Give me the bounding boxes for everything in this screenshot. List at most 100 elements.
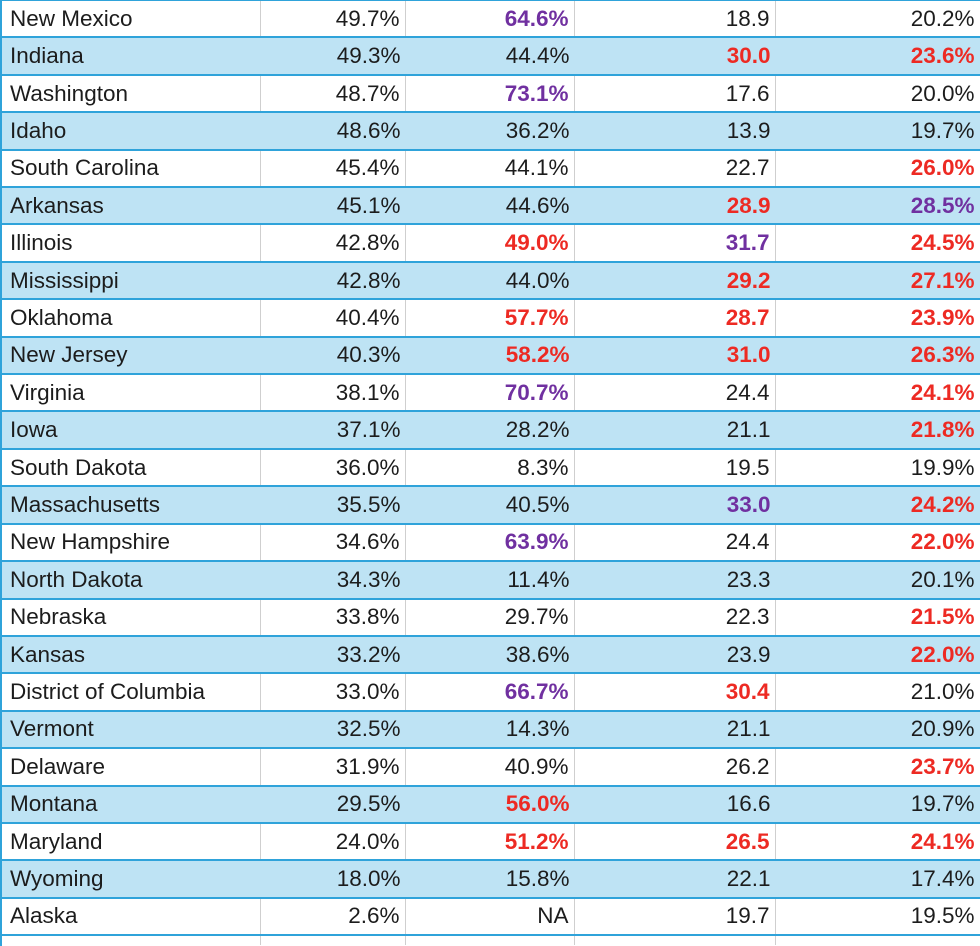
value-cell[interactable]: 49.3%	[336, 43, 401, 69]
value-cell[interactable]: 33.0%	[261, 674, 406, 710]
state-name-cell[interactable]: Wyoming	[10, 866, 104, 892]
value-cell[interactable]: 14.3%	[505, 716, 570, 742]
value-cell[interactable]: 24.4	[575, 375, 776, 411]
value-cell[interactable]: 36.2%	[505, 117, 570, 143]
value-cell[interactable]: 15.8%	[505, 866, 570, 892]
state-name-cell[interactable]: Virginia	[2, 375, 261, 411]
value-cell[interactable]: 34.3%	[336, 566, 401, 592]
value-cell[interactable]: 32.5%	[336, 716, 401, 742]
value-cell[interactable]: 31.9%	[261, 749, 406, 785]
value-cell[interactable]: 18.9	[575, 1, 776, 37]
state-name-cell[interactable]: Illinois	[2, 225, 261, 261]
value-cell[interactable]: 66.7%	[406, 674, 575, 710]
value-cell[interactable]: 35.5%	[336, 491, 401, 517]
state-name-cell[interactable]: Maryland	[2, 823, 261, 860]
value-cell[interactable]: 21.5%	[910, 604, 975, 630]
value-cell[interactable]: 48.6%	[336, 117, 401, 143]
value-cell[interactable]: 23.9	[726, 641, 771, 667]
state-name-cell[interactable]: South Carolina	[2, 150, 261, 187]
value-cell[interactable]: 22.0%	[910, 641, 975, 667]
value-cell[interactable]: 28.7	[575, 300, 776, 336]
state-name-cell[interactable]: Washington	[2, 75, 261, 112]
value-cell[interactable]: 23.7%	[910, 753, 975, 779]
state-name-cell[interactable]: Delaware	[2, 749, 261, 785]
value-cell[interactable]: 19.9%	[910, 454, 975, 480]
value-cell[interactable]: 24.1%	[910, 828, 975, 854]
value-cell[interactable]: 23.9%	[910, 304, 975, 330]
value-cell[interactable]: 40.3%	[336, 342, 401, 368]
value-cell[interactable]: 24.5%	[910, 230, 975, 256]
value-cell[interactable]: 45.4%	[261, 150, 406, 187]
value-cell[interactable]: 28.5%	[910, 192, 975, 218]
value-cell[interactable]: 56.0%	[505, 791, 570, 817]
value-cell[interactable]: 20.2%	[910, 5, 975, 31]
state-name-cell[interactable]: New Hampshire	[2, 524, 261, 561]
value-cell[interactable]: 23.6%	[910, 43, 975, 69]
value-cell[interactable]: 26.3%	[910, 342, 975, 368]
value-cell[interactable]: 24.1%	[910, 379, 975, 405]
value-cell[interactable]: 73.1%	[406, 75, 575, 112]
value-cell[interactable]: 24.2%	[910, 491, 975, 517]
value-cell[interactable]: 20.0%	[910, 80, 975, 106]
value-cell[interactable]: 8.3%	[406, 449, 575, 486]
value-cell[interactable]: 51.2%	[406, 823, 575, 860]
value-cell[interactable]: 27.1%	[910, 267, 975, 293]
value-cell[interactable]: 30.4	[575, 674, 776, 710]
value-cell[interactable]: 33.8%	[261, 599, 406, 635]
value-cell[interactable]: 26.2	[575, 749, 776, 785]
value-cell[interactable]: 16.6	[726, 791, 771, 817]
value-cell[interactable]: 22.0%	[910, 529, 975, 555]
value-cell[interactable]: 22.3	[575, 599, 776, 635]
value-cell[interactable]: 19.5%	[910, 903, 975, 929]
state-name-cell[interactable]: Massachusetts	[10, 491, 161, 517]
value-cell[interactable]: 26.5	[575, 823, 776, 860]
value-cell[interactable]: 24.4	[575, 524, 776, 561]
value-cell[interactable]: 26.0%	[910, 155, 975, 181]
state-name-cell[interactable]: North Dakota	[10, 566, 143, 592]
value-cell[interactable]: 57.7%	[406, 300, 575, 336]
state-name-cell[interactable]: Iowa	[10, 417, 58, 443]
value-cell[interactable]: 44.6%	[505, 192, 570, 218]
value-cell[interactable]: 40.4%	[261, 300, 406, 336]
state-name-cell[interactable]: Vermont	[10, 716, 94, 742]
value-cell[interactable]: 38.1%	[261, 375, 406, 411]
value-cell[interactable]: 31.0	[726, 342, 771, 368]
value-cell[interactable]: 21.1	[726, 716, 771, 742]
state-name-cell[interactable]: Oklahoma	[2, 300, 261, 336]
state-name-cell[interactable]: Idaho	[10, 117, 67, 143]
empty-cell[interactable]	[575, 936, 776, 946]
value-cell[interactable]: 22.1	[726, 866, 771, 892]
state-name-cell[interactable]: Montana	[10, 791, 98, 817]
value-cell[interactable]: 13.9	[726, 117, 771, 143]
value-cell[interactable]: 19.5	[575, 449, 776, 486]
empty-cell[interactable]	[776, 936, 980, 945]
value-cell[interactable]: 33.0	[726, 491, 771, 517]
value-cell[interactable]: 31.7	[575, 225, 776, 261]
state-name-cell[interactable]: District of Columbia	[2, 674, 261, 710]
value-cell[interactable]: 19.7%	[910, 117, 975, 143]
state-name-cell[interactable]: Nebraska	[2, 599, 261, 635]
value-cell[interactable]: 37.1%	[336, 417, 401, 443]
value-cell[interactable]: 42.8%	[261, 225, 406, 261]
value-cell[interactable]: 17.4%	[910, 866, 975, 892]
value-cell[interactable]: 29.5%	[336, 791, 401, 817]
value-cell[interactable]: 30.0	[726, 43, 771, 69]
value-cell[interactable]: 11.4%	[507, 566, 570, 592]
value-cell[interactable]: 40.9%	[406, 749, 575, 785]
state-name-cell[interactable]: Mississippi	[10, 267, 119, 293]
value-cell[interactable]: 21.8%	[910, 417, 975, 443]
value-cell[interactable]: NA	[406, 898, 575, 935]
value-cell[interactable]: 44.4%	[505, 43, 570, 69]
value-cell[interactable]: 28.9	[726, 192, 771, 218]
value-cell[interactable]: 40.5%	[505, 491, 570, 517]
empty-cell[interactable]	[2, 936, 261, 946]
value-cell[interactable]: 63.9%	[406, 524, 575, 561]
empty-cell[interactable]	[261, 936, 406, 946]
value-cell[interactable]: 21.0%	[910, 679, 975, 705]
value-cell[interactable]: 2.6%	[261, 898, 406, 935]
value-cell[interactable]: 70.7%	[406, 375, 575, 411]
value-cell[interactable]: 44.1%	[406, 150, 575, 187]
value-cell[interactable]: 45.1%	[336, 192, 401, 218]
value-cell[interactable]: 38.6%	[505, 641, 570, 667]
state-name-cell[interactable]: Arkansas	[10, 192, 104, 218]
